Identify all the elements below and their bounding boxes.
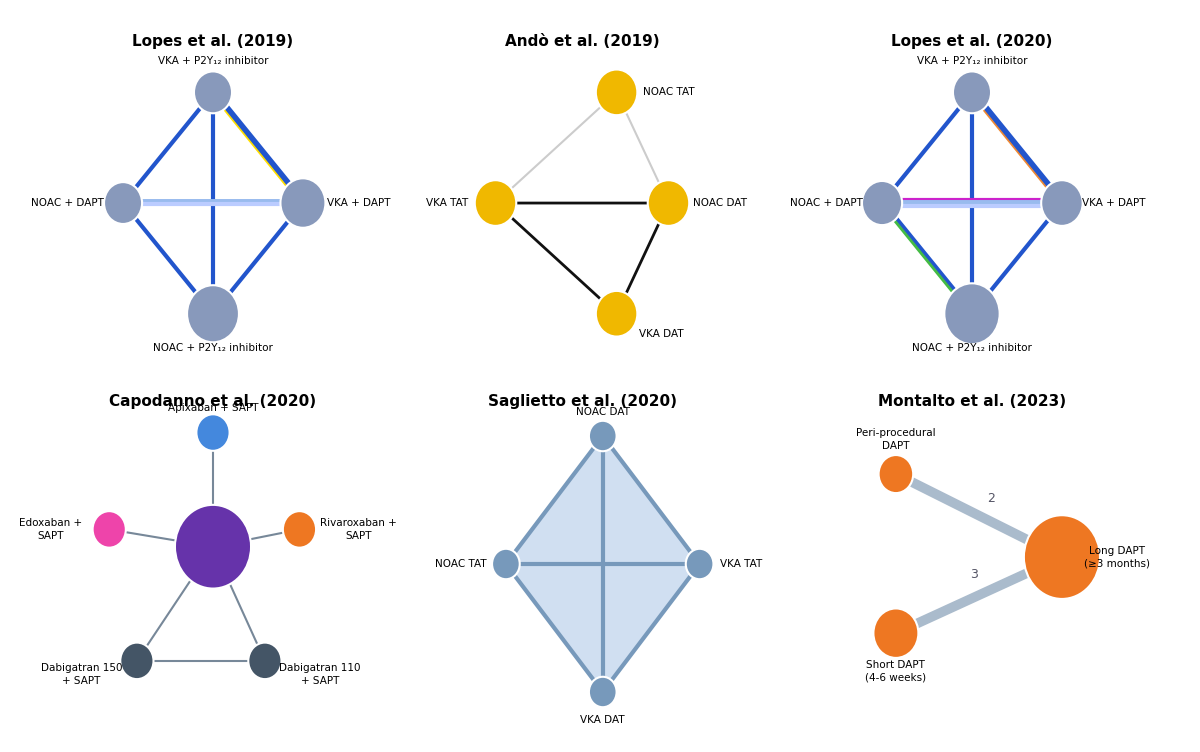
Ellipse shape [475,180,516,226]
Text: Dabigatran 110
+ SAPT: Dabigatran 110 + SAPT [280,663,361,686]
Text: 3: 3 [970,569,978,581]
Text: VKA + DAPT: VKA + DAPT [1082,198,1146,208]
Ellipse shape [862,181,902,225]
Text: NOAC + DAPT: NOAC + DAPT [791,198,863,208]
Ellipse shape [104,182,142,224]
Text: NOAC + P2Y₁₂ inhibitor: NOAC + P2Y₁₂ inhibitor [154,344,272,353]
Ellipse shape [1042,180,1082,226]
Text: Montalto et al. (2023): Montalto et al. (2023) [878,395,1066,410]
Text: NOAC TAT: NOAC TAT [643,87,695,97]
Text: Apixaban + SAPT: Apixaban + SAPT [168,403,258,414]
Polygon shape [506,436,700,692]
Text: Lopes et al. (2019): Lopes et al. (2019) [132,34,294,49]
Ellipse shape [685,549,714,579]
Text: NOAC + P2Y₁₂ inhibitor: NOAC + P2Y₁₂ inhibitor [912,344,1032,353]
Text: VKA + P2Y₁₂ inhibitor: VKA + P2Y₁₂ inhibitor [917,56,1027,66]
Ellipse shape [248,643,282,679]
Text: Rivaroxaban +
SAPT: Rivaroxaban + SAPT [320,518,397,541]
Ellipse shape [944,284,1000,344]
Ellipse shape [492,549,520,579]
Ellipse shape [187,285,239,342]
Ellipse shape [197,414,229,450]
Ellipse shape [1024,515,1100,599]
Text: NOAC DAT: NOAC DAT [694,198,748,208]
Text: Saglietto et al. (2020): Saglietto et al. (2020) [487,395,677,410]
Ellipse shape [874,608,918,658]
Text: 2: 2 [988,492,996,505]
Text: Dabigatran 150
+ SAPT: Dabigatran 150 + SAPT [41,663,122,686]
Text: NOAC + DAPT: NOAC + DAPT [31,198,104,208]
Text: Long DAPT
(≥3 months): Long DAPT (≥3 months) [1085,546,1151,569]
Text: VKA + P2Y₁₂ inhibitor: VKA + P2Y₁₂ inhibitor [157,56,269,66]
Ellipse shape [589,677,617,707]
Ellipse shape [648,180,689,226]
Ellipse shape [92,511,126,547]
Text: VKA TAT: VKA TAT [426,198,468,208]
Text: Lopes et al. (2020): Lopes et al. (2020) [892,34,1052,49]
Text: Peri-procedural
DAPT: Peri-procedural DAPT [856,429,936,450]
Ellipse shape [878,455,913,493]
Text: NOAC TAT: NOAC TAT [436,559,487,569]
Text: Andò et al. (2019): Andò et al. (2019) [505,34,659,49]
Ellipse shape [596,69,637,115]
Ellipse shape [175,505,251,589]
Text: VKA DAT: VKA DAT [640,329,684,339]
Text: NOAC DAT: NOAC DAT [576,407,630,417]
Text: VKA DAT: VKA DAT [581,714,625,725]
Text: VKA + DAPT: VKA + DAPT [326,198,390,208]
Text: Capodanno et al. (2020): Capodanno et al. (2020) [109,395,317,410]
Ellipse shape [283,511,316,547]
Ellipse shape [194,71,232,114]
Ellipse shape [953,71,991,114]
Text: VKA TAT: VKA TAT [720,559,762,569]
Ellipse shape [281,178,325,228]
Text: Short DAPT
(4-6 weeks): Short DAPT (4-6 weeks) [865,660,926,682]
Ellipse shape [120,643,154,679]
Text: Edoxaban +
SAPT: Edoxaban + SAPT [19,518,82,541]
Ellipse shape [596,291,637,337]
Ellipse shape [589,421,617,451]
